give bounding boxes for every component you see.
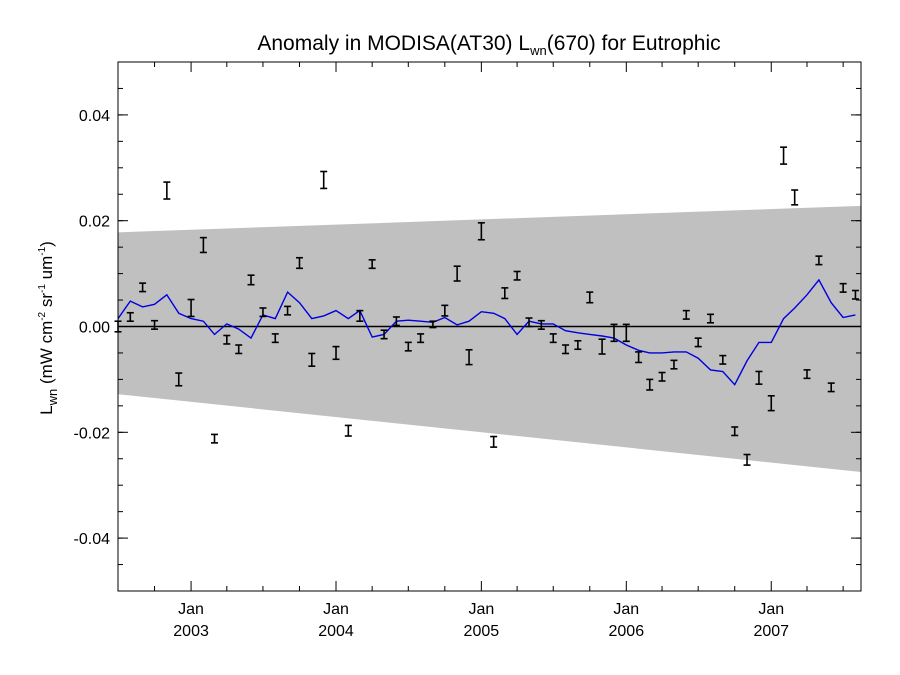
error-bar xyxy=(598,338,606,355)
y-tick-label: 0.04 xyxy=(79,108,110,125)
error-bar xyxy=(139,282,147,293)
error-bar xyxy=(441,304,449,317)
error-bar xyxy=(731,426,739,437)
error-bar xyxy=(295,256,303,270)
shaded-band xyxy=(118,205,861,472)
x-tick-label-year: 2006 xyxy=(609,623,645,640)
error-bar xyxy=(537,319,545,330)
y-tick-label: -0.04 xyxy=(74,531,111,548)
x-tick-label-month: Jan xyxy=(178,601,204,618)
error-bar xyxy=(719,354,727,365)
error-bar xyxy=(465,348,473,366)
error-bar xyxy=(791,189,799,206)
error-bar xyxy=(646,378,654,391)
error-bar xyxy=(635,351,643,364)
error-bar xyxy=(175,372,183,387)
error-bar xyxy=(658,371,666,382)
plot-area: -0.04 -0.02 0.00 0.02 0.04 Jan 2003 Jan 2004 Jan 2… xyxy=(74,61,862,640)
plot-frame xyxy=(117,61,862,592)
error-bar xyxy=(151,319,159,330)
error-bar xyxy=(610,323,618,343)
error-bar xyxy=(368,259,376,270)
error-bar xyxy=(706,313,714,324)
error-bar xyxy=(308,352,316,367)
error-bar xyxy=(682,309,690,320)
error-bar xyxy=(380,329,388,340)
error-bar xyxy=(525,317,533,328)
error-bar xyxy=(670,359,678,370)
error-bar xyxy=(562,344,570,355)
x-tick-label-year: 2004 xyxy=(318,623,354,640)
error-bar xyxy=(803,369,811,380)
error-bars xyxy=(114,146,859,466)
error-bar xyxy=(780,146,788,165)
chart-title: Anomaly in MODISA(AT30) Lwn(670) for Eut… xyxy=(257,32,720,58)
error-bar xyxy=(126,311,134,323)
x-tick-label-month: Jan xyxy=(758,601,784,618)
error-bar xyxy=(210,433,218,444)
error-bar xyxy=(767,394,775,412)
y-axis-label: Lwn (mW cm-2 sr-1 um-1) xyxy=(37,241,60,415)
error-bar xyxy=(815,255,823,266)
error-bar xyxy=(755,370,763,385)
x-tick-label-month: Jan xyxy=(323,601,349,618)
y-tick-label: 0.02 xyxy=(79,214,110,231)
y-tick-label: -0.02 xyxy=(74,425,111,442)
error-bar xyxy=(839,282,847,293)
error-bar xyxy=(429,320,437,329)
error-bar xyxy=(187,298,195,318)
x-tick-label-year: 2003 xyxy=(173,623,209,640)
error-bar xyxy=(851,289,859,300)
error-bar xyxy=(356,309,364,323)
error-bar xyxy=(549,333,557,344)
series-line xyxy=(117,278,856,386)
error-bar xyxy=(827,382,835,393)
x-tick-label-month: Jan xyxy=(613,601,639,618)
error-bar xyxy=(235,344,243,355)
x-tick-label-year: 2005 xyxy=(464,623,500,640)
error-bar xyxy=(743,453,751,466)
error-bar xyxy=(417,333,425,344)
error-bar xyxy=(513,270,521,281)
error-bar xyxy=(490,435,498,448)
error-bar xyxy=(163,181,171,200)
error-bar xyxy=(284,305,292,316)
error-bar xyxy=(271,333,279,344)
axes: -0.04 -0.02 0.00 0.02 0.04 Jan 2003 Jan 2004 Jan 2… xyxy=(74,61,861,640)
error-bar xyxy=(247,274,255,286)
error-bar xyxy=(586,291,594,304)
error-bar xyxy=(501,287,509,300)
error-bar xyxy=(453,265,461,282)
x-tick-label-year: 2007 xyxy=(753,623,789,640)
error-bar xyxy=(477,222,485,241)
error-bar xyxy=(622,323,630,343)
error-bar xyxy=(259,307,267,318)
error-bar xyxy=(392,316,400,327)
error-bar xyxy=(694,337,702,348)
error-bar xyxy=(320,170,328,190)
error-bar xyxy=(344,424,352,437)
error-bar xyxy=(199,236,207,254)
x-tick-label-month: Jan xyxy=(468,601,494,618)
y-tick-label: 0.00 xyxy=(79,320,110,337)
error-bar xyxy=(574,339,582,351)
error-bar xyxy=(404,341,412,352)
error-bar xyxy=(223,334,231,345)
error-bar xyxy=(332,345,340,361)
